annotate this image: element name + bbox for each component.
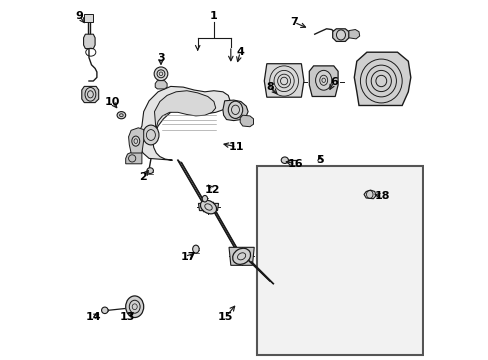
Text: 18: 18 <box>373 191 389 201</box>
Text: 10: 10 <box>104 96 120 107</box>
Polygon shape <box>128 128 143 153</box>
Ellipse shape <box>228 101 242 118</box>
Polygon shape <box>155 81 167 89</box>
Polygon shape <box>212 210 239 252</box>
Text: 3: 3 <box>157 53 164 63</box>
Ellipse shape <box>132 136 140 146</box>
Polygon shape <box>309 66 337 96</box>
Polygon shape <box>136 86 230 160</box>
Text: 12: 12 <box>204 185 220 195</box>
Polygon shape <box>154 91 215 134</box>
Polygon shape <box>198 203 218 211</box>
Ellipse shape <box>200 200 216 214</box>
Text: 5: 5 <box>316 155 323 165</box>
Polygon shape <box>228 247 254 265</box>
Ellipse shape <box>192 245 199 253</box>
Polygon shape <box>247 260 273 284</box>
Ellipse shape <box>336 30 345 40</box>
Text: 13: 13 <box>120 312 135 322</box>
Polygon shape <box>354 52 410 105</box>
Ellipse shape <box>202 195 207 202</box>
Text: 2: 2 <box>139 172 146 182</box>
Polygon shape <box>223 100 247 121</box>
Text: 4: 4 <box>236 47 244 57</box>
Ellipse shape <box>232 248 250 264</box>
Ellipse shape <box>142 125 159 145</box>
Text: 14: 14 <box>85 312 101 322</box>
Text: 15: 15 <box>218 312 233 322</box>
Polygon shape <box>240 115 253 127</box>
Ellipse shape <box>315 71 331 90</box>
Polygon shape <box>264 64 303 97</box>
Text: 7: 7 <box>290 17 298 27</box>
Text: 16: 16 <box>287 159 303 169</box>
Text: 6: 6 <box>329 77 337 87</box>
Ellipse shape <box>85 87 96 101</box>
Polygon shape <box>125 151 142 164</box>
Text: 8: 8 <box>266 82 274 92</box>
Ellipse shape <box>146 168 153 174</box>
Polygon shape <box>83 34 95 49</box>
Bar <box>257 166 422 355</box>
Polygon shape <box>348 30 359 39</box>
Polygon shape <box>332 29 348 41</box>
Polygon shape <box>84 14 93 22</box>
Polygon shape <box>81 86 99 103</box>
Polygon shape <box>178 160 206 206</box>
Text: 11: 11 <box>228 142 244 152</box>
Ellipse shape <box>125 296 143 318</box>
Text: 1: 1 <box>209 11 217 21</box>
Ellipse shape <box>117 112 125 119</box>
Ellipse shape <box>154 67 167 81</box>
Polygon shape <box>363 190 375 199</box>
Ellipse shape <box>281 157 288 163</box>
Text: 17: 17 <box>181 252 196 262</box>
Text: 9: 9 <box>76 11 83 21</box>
Ellipse shape <box>102 307 108 314</box>
